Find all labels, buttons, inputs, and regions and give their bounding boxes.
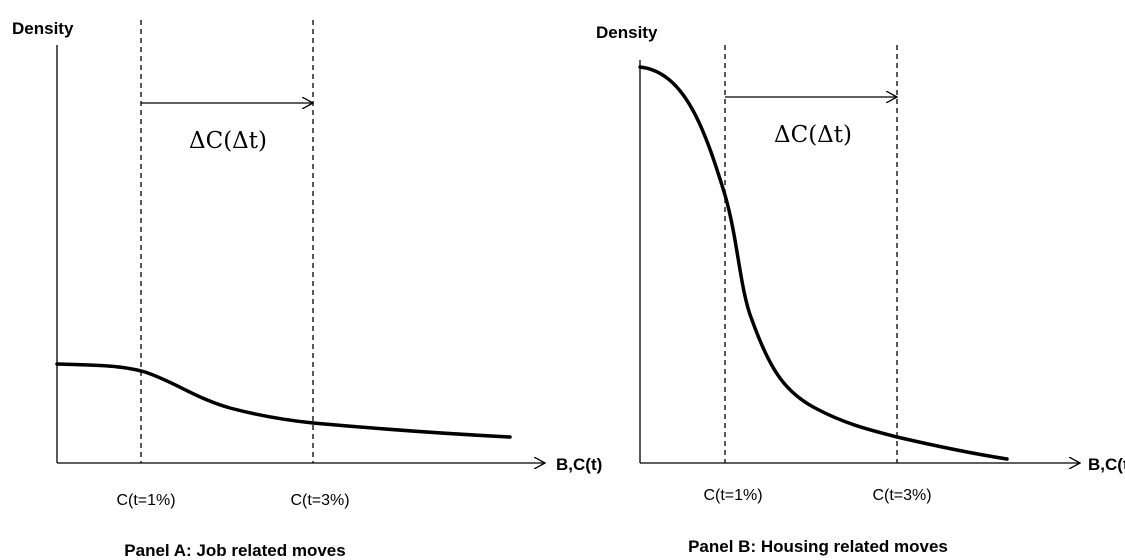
x-axis-label: B,C(t) <box>556 455 602 474</box>
density-curve <box>55 362 512 439</box>
marker-label: C(t=3%) <box>290 492 349 509</box>
marker-label: C(t=3%) <box>872 487 931 504</box>
y-axis-label: Density <box>12 19 74 38</box>
panel-a: Density B,C(t) ΔC(Δt) C(t=1%) C(t=3%) Pa… <box>12 19 602 560</box>
caption: Panel A: Job related moves <box>124 541 345 560</box>
marker-label: C(t=1%) <box>703 487 762 504</box>
panel-b: Density B,C(t) ΔC(Δt) C(t=1%) C(t=3%) Pa… <box>596 23 1125 556</box>
interval-label: ΔC(Δt) <box>774 122 852 148</box>
y-axis-label: Density <box>596 23 658 42</box>
marker-label: C(t=1%) <box>116 492 175 509</box>
caption: Panel B: Housing related moves <box>688 537 948 556</box>
density-curve <box>638 65 1009 461</box>
x-axis-label: B,C(t) <box>1088 455 1125 474</box>
interval-label: ΔC(Δt) <box>189 128 267 154</box>
